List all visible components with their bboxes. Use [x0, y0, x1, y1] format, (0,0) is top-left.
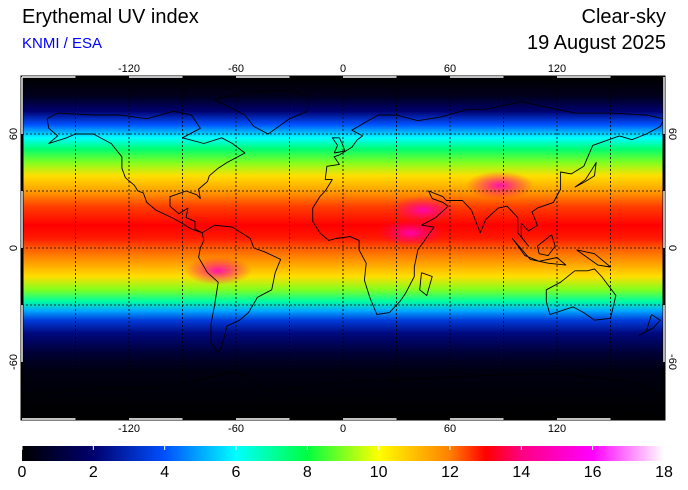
data-credit: KNMI / ESA — [22, 35, 103, 52]
uv-hotspots — [184, 171, 534, 285]
coast-greenland — [214, 89, 308, 135]
lon-label-top: -60 — [228, 63, 244, 75]
lon-label-top: -120 — [118, 63, 140, 75]
coast-madagascar — [419, 272, 433, 296]
map-frame — [20, 75, 666, 421]
coast-uk — [331, 137, 346, 154]
coast-borneo — [536, 234, 556, 257]
colorbar-label: 2 — [88, 464, 98, 481]
lat-label-right: 60 — [666, 128, 678, 140]
map-title: Erythemal UV index — [22, 6, 199, 28]
coast-australia — [545, 268, 617, 321]
hotspot-andes — [184, 256, 253, 285]
hotspot-arabia — [389, 196, 458, 224]
lon-label-bottom: 120 — [548, 423, 566, 435]
colorbar-label: 12 — [441, 464, 459, 481]
colorbar — [22, 446, 664, 461]
coast-north-america — [46, 110, 246, 234]
lat-label-left: 0 — [8, 245, 20, 251]
map-date: 19 August 2025 — [526, 32, 666, 54]
lat-label-left: 60 — [8, 128, 20, 140]
lat-label-left: -60 — [8, 354, 20, 370]
sky-condition: Clear-sky — [581, 6, 666, 28]
lon-label-bottom: -60 — [228, 423, 244, 435]
colorbar-ticks — [21, 446, 665, 450]
colorbar-label: 6 — [231, 464, 241, 481]
coast-indonesia — [512, 238, 567, 266]
hotspot-tibet — [465, 171, 534, 200]
lon-label-bottom: 60 — [444, 423, 456, 435]
coast-south-america — [198, 224, 282, 353]
lon-label-top: 0 — [340, 63, 346, 75]
lon-label-top: 60 — [444, 63, 456, 75]
coast-new-guinea — [576, 249, 611, 268]
colorbar-label: 8 — [302, 464, 312, 481]
lat-label-right: 0 — [666, 245, 678, 251]
colorbar-label: 0 — [17, 464, 27, 481]
axis-labels: -120 -120 -60 -60 0 0 60 60 120 120 -60 -60 0 0 60 60 — [8, 63, 678, 435]
coast-new-zealand — [638, 314, 661, 336]
colorbar-label: 4 — [160, 464, 170, 481]
colorbar-label: 16 — [583, 464, 602, 481]
lon-label-bottom: 0 — [340, 423, 346, 435]
lon-label-bottom: -120 — [118, 423, 140, 435]
colorbar-label: 14 — [512, 464, 531, 481]
graticule — [22, 77, 664, 419]
colorbar-label: 18 — [655, 464, 673, 481]
coast-eurasia-africa — [312, 101, 664, 315]
colorbar-label: 10 — [369, 464, 388, 481]
coast-japan — [574, 162, 597, 188]
lat-label-right: -60 — [666, 354, 678, 370]
lon-label-top: 120 — [548, 63, 566, 75]
